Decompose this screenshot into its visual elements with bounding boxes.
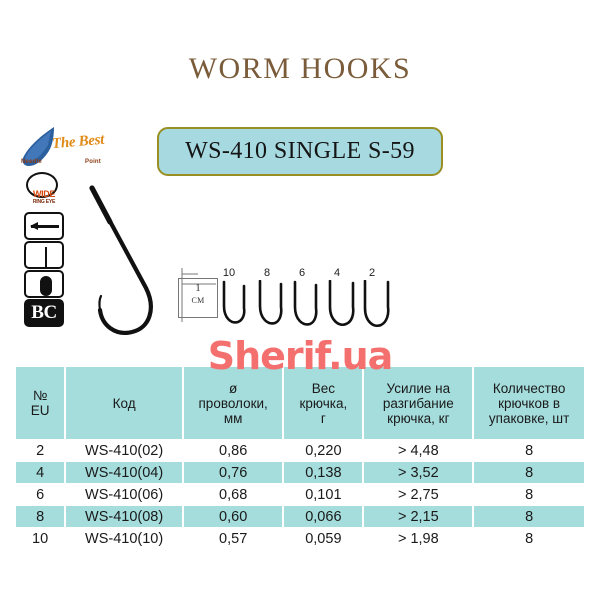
cell-quantity: 8	[474, 484, 584, 505]
model-badge-label: WS-410 SINGLE S-59	[185, 138, 415, 164]
straight-needle-icon	[24, 241, 64, 269]
size-label-10: 10	[222, 267, 236, 279]
cell-force: > 3,52	[364, 462, 473, 483]
cell-force: > 4,48	[364, 440, 473, 461]
column-header-weight: Вес крючка, г	[284, 367, 363, 439]
size-label-4: 4	[333, 267, 341, 279]
cell-weight: 0,059	[284, 528, 363, 549]
feature-icon-stack: BC	[24, 212, 64, 328]
size-comparison-chart: 1 CM 10 8 6 4 2	[176, 262, 391, 340]
cell-quantity: 8	[474, 506, 584, 527]
column-header-diameter: ø проволоки, мм	[184, 367, 283, 439]
cell-number: 8	[16, 506, 65, 527]
scale-unit: CM	[191, 296, 205, 305]
cell-code: WS-410(10)	[66, 528, 183, 549]
brand-subtitle: Needle Point	[21, 159, 101, 165]
cell-diameter: 0,57	[184, 528, 283, 549]
cell-weight: 0,066	[284, 506, 363, 527]
table-header-row: № EU Код ø проволоки, мм Вес крючка, г Усилие…	[16, 367, 584, 439]
cell-quantity: 8	[474, 462, 584, 483]
cell-force: > 2,15	[364, 506, 473, 527]
cell-quantity: 8	[474, 440, 584, 461]
cell-number: 6	[16, 484, 65, 505]
cell-code: WS-410(08)	[66, 506, 183, 527]
cell-weight: 0,101	[284, 484, 363, 505]
size-label-6: 6	[298, 267, 306, 279]
brand-sub-right: Point	[85, 159, 101, 165]
column-header-quantity: Количество крючков в упаковке, шт	[474, 367, 584, 439]
cell-number: 2	[16, 440, 65, 461]
cell-number: 4	[16, 462, 65, 483]
main-hook-illustration	[89, 185, 153, 335]
scale-box: 1 CM	[178, 278, 218, 318]
oval-shape	[40, 276, 52, 296]
bc-coating-label: BC	[31, 302, 57, 323]
barb-arrow-shape	[30, 222, 59, 230]
table-row: 6 WS-410(06) 0,68 0,101 > 2,75 8	[16, 484, 584, 505]
swoosh-icon	[22, 127, 54, 166]
cell-diameter: 0,60	[184, 506, 283, 527]
barbed-arrow-icon	[24, 212, 64, 240]
cell-quantity: 8	[474, 528, 584, 549]
cell-code: WS-410(04)	[66, 462, 183, 483]
table-body: 2 WS-410(02) 0,86 0,220 > 4,48 8 4 WS-410(04) 0,…	[16, 440, 584, 549]
size-hooks-row	[222, 280, 390, 328]
cell-diameter: 0,86	[184, 440, 283, 461]
wide-badge-line2: RING EYE	[32, 199, 56, 205]
specification-table: № EU Код ø проволоки, мм Вес крючка, г Усилие…	[14, 366, 586, 550]
table-row: 8 WS-410(08) 0,60 0,066 > 2,15 8	[16, 506, 584, 527]
model-badge: WS-410 SINGLE S-59	[157, 127, 443, 176]
cell-diameter: 0,76	[184, 462, 283, 483]
wide-badge-line1: WIDE	[33, 189, 55, 199]
column-header-force: Усилие на разгибание крючка, кг	[364, 367, 473, 439]
scale-value: 1	[195, 282, 201, 294]
table-header: № EU Код ø проволоки, мм Вес крючка, г Усилие…	[16, 367, 584, 439]
column-header-code: Код	[66, 367, 183, 439]
size-label-8: 8	[263, 267, 271, 279]
bc-coating-icon: BC	[24, 299, 64, 327]
scale-box-frame	[178, 278, 218, 318]
cell-code: WS-410(06)	[66, 484, 183, 505]
cell-weight: 0,138	[284, 462, 363, 483]
wide-ring-eye-badge: WIDE RING EYE	[22, 189, 66, 206]
ring-eye-icon	[26, 172, 58, 198]
scale-ruler-icon	[181, 268, 216, 322]
cell-weight: 0,220	[284, 440, 363, 461]
cell-number: 10	[16, 528, 65, 549]
cell-force: > 1,98	[364, 528, 473, 549]
forged-oval-icon	[24, 270, 64, 298]
brand-logo: The Best Needle Point	[18, 125, 105, 171]
brand-sub-left: Needle	[21, 159, 42, 165]
table-row: 4 WS-410(04) 0,76 0,138 > 3,52 8	[16, 462, 584, 483]
table-row: 2 WS-410(02) 0,86 0,220 > 4,48 8	[16, 440, 584, 461]
size-label-2: 2	[368, 267, 376, 279]
table-row: 10 WS-410(10) 0,57 0,059 > 1,98 8	[16, 528, 584, 549]
needle-shape	[45, 247, 47, 267]
cell-diameter: 0,68	[184, 484, 283, 505]
page-title: WORM HOOKS	[188, 52, 412, 85]
column-header-number: № EU	[16, 367, 65, 439]
cell-code: WS-410(02)	[66, 440, 183, 461]
cell-force: > 2,75	[364, 484, 473, 505]
